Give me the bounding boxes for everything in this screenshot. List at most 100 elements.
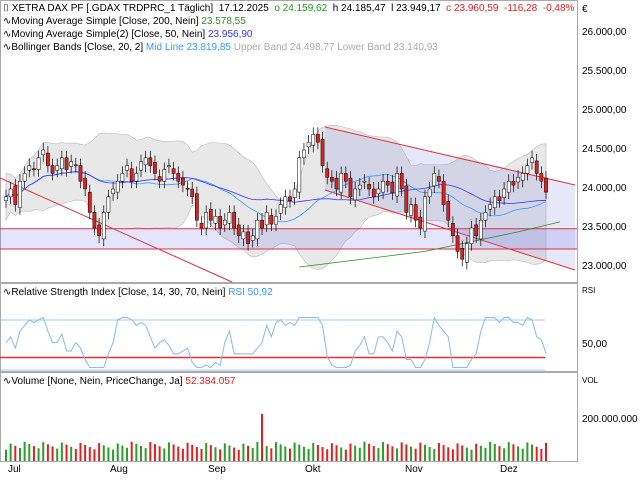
volume-axis-title: VOL bbox=[582, 376, 599, 385]
volume-bar bbox=[130, 441, 133, 461]
candle bbox=[69, 161, 74, 167]
volume-bar bbox=[265, 446, 268, 461]
candle bbox=[139, 161, 143, 171]
volume-bar bbox=[200, 449, 203, 461]
candle bbox=[129, 168, 134, 182]
candle bbox=[106, 196, 111, 213]
candle bbox=[4, 196, 8, 201]
volume-bar bbox=[51, 446, 54, 461]
price-tick: 24.500,00 bbox=[582, 144, 627, 155]
candle bbox=[148, 157, 153, 166]
volume-bar bbox=[60, 442, 63, 461]
volume-bar bbox=[275, 442, 277, 461]
volume-bar bbox=[144, 448, 147, 461]
candle bbox=[539, 173, 544, 182]
candle bbox=[297, 157, 302, 193]
volume-bar bbox=[368, 443, 371, 461]
candle bbox=[250, 235, 255, 241]
volume-bar bbox=[233, 447, 236, 461]
volume-pane[interactable] bbox=[0, 372, 578, 462]
price-tick: 25.000,00 bbox=[582, 105, 627, 116]
volume-bar bbox=[205, 443, 208, 461]
volume-bar bbox=[112, 449, 115, 461]
volume-bar bbox=[335, 445, 338, 461]
candle bbox=[143, 157, 148, 166]
candle bbox=[255, 219, 260, 240]
volume-bar bbox=[284, 446, 287, 461]
volume-bar bbox=[237, 449, 240, 461]
candle bbox=[73, 164, 78, 167]
ma200-legend[interactable]: ∿Moving Average Simple [Close, 200, Nein… bbox=[3, 16, 246, 27]
candle bbox=[8, 188, 13, 198]
volume-bar bbox=[447, 447, 450, 461]
candle bbox=[423, 196, 427, 232]
candle bbox=[185, 187, 190, 190]
volume-bar bbox=[195, 446, 198, 461]
volume-bar bbox=[56, 448, 59, 461]
volume-bar bbox=[46, 444, 49, 461]
volume-bar bbox=[363, 441, 366, 461]
candle bbox=[274, 216, 278, 225]
volume-bar bbox=[465, 447, 468, 461]
support-zone bbox=[0, 228, 577, 250]
candle bbox=[395, 173, 399, 197]
volume-bar bbox=[23, 441, 26, 461]
indicator-icon: ∿ bbox=[3, 42, 12, 53]
candle bbox=[474, 224, 479, 237]
candle bbox=[353, 188, 357, 201]
price-pane[interactable] bbox=[0, 0, 578, 283]
candle bbox=[465, 243, 469, 263]
rsi-legend[interactable]: ∿Relative Strength Index [Close, 14, 30,… bbox=[3, 287, 273, 298]
candle bbox=[371, 188, 376, 198]
volume-legend[interactable]: ∿Volume [None, Nein, PriceChange, Ja] 52… bbox=[3, 376, 236, 387]
volume-bar bbox=[340, 447, 343, 461]
candle bbox=[404, 185, 409, 213]
candle bbox=[18, 180, 22, 208]
candle bbox=[111, 188, 115, 194]
candle bbox=[325, 168, 330, 178]
candle bbox=[460, 248, 465, 260]
candle bbox=[497, 196, 502, 201]
volume-bar bbox=[526, 442, 529, 461]
volume-bar bbox=[461, 445, 464, 461]
volume-bar bbox=[298, 444, 301, 461]
header-legend: ⌷ XETRA DAX PF [.GDAX TRDPRC_1 Täglich] … bbox=[3, 3, 575, 14]
candle bbox=[339, 173, 344, 193]
x-tick: Nov bbox=[405, 464, 423, 475]
candle bbox=[530, 157, 534, 163]
bb-legend[interactable]: ∿Bollinger Bands [Close, 20, 2] Mid Line… bbox=[3, 42, 438, 53]
candle bbox=[483, 212, 488, 221]
candle bbox=[22, 173, 27, 182]
candle bbox=[41, 149, 46, 155]
candle bbox=[427, 188, 432, 198]
volume-bar bbox=[191, 444, 194, 461]
candle bbox=[502, 188, 506, 198]
ma50-legend[interactable]: ∿Moving Average Simple(2) [Close, 50, Ne… bbox=[3, 29, 253, 40]
rsi-pane[interactable] bbox=[0, 283, 578, 372]
candle bbox=[516, 177, 520, 183]
candle bbox=[36, 157, 41, 170]
volume-bar bbox=[219, 449, 222, 461]
volume-bar bbox=[288, 448, 291, 461]
rsi-tick: 50,00 bbox=[582, 339, 608, 350]
volume-bar bbox=[349, 443, 352, 461]
candle bbox=[357, 184, 362, 190]
candle bbox=[320, 138, 325, 166]
candle bbox=[446, 201, 451, 221]
volume-bar bbox=[423, 444, 426, 461]
volume-bar bbox=[214, 447, 217, 461]
candle bbox=[162, 169, 167, 182]
volume-bar bbox=[456, 443, 459, 461]
candle bbox=[246, 231, 250, 244]
candle bbox=[330, 177, 334, 182]
candle bbox=[153, 162, 157, 174]
volume-bar bbox=[14, 445, 17, 461]
volume-bar bbox=[116, 443, 119, 461]
candle bbox=[278, 204, 283, 214]
candle bbox=[520, 173, 525, 181]
volume-bar bbox=[293, 442, 296, 461]
candle bbox=[525, 165, 530, 174]
volume-bar bbox=[228, 445, 231, 461]
candle bbox=[171, 168, 176, 174]
